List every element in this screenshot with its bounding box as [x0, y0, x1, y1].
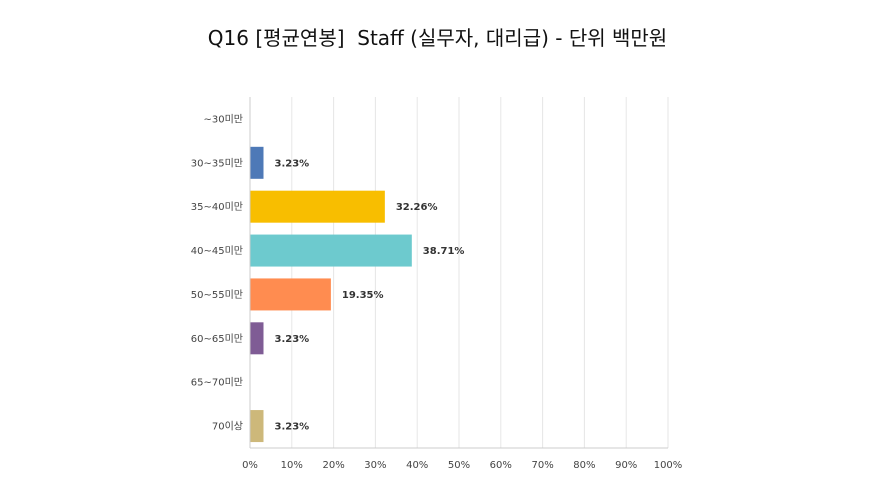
bar-6	[250, 322, 264, 355]
category-label: 50~55미만	[191, 289, 243, 301]
x-tick-label: 30%	[364, 460, 386, 471]
chart-title: Q16 [평균연봉] Staff (실무자, 대리급) - 단위 백만원	[207, 26, 668, 50]
category-label: 60~65미만	[191, 333, 243, 345]
value-label: 32.26%	[396, 202, 438, 213]
bar-4	[250, 234, 412, 267]
bar-8	[250, 410, 264, 443]
bars	[250, 146, 412, 443]
category-label: 70이상	[212, 421, 243, 433]
category-label: 65~70미만	[191, 377, 243, 389]
x-tick-label: 0%	[242, 460, 258, 471]
bar-5	[250, 278, 331, 311]
category-label: ~30미만	[203, 113, 243, 125]
labels: 0% 10% 20% 30% 40% 50% 60% 70% 80% 90% 100% ~30미만 30…	[191, 113, 683, 471]
x-tick-label: 50%	[448, 460, 470, 471]
x-tick-label: 60%	[490, 460, 512, 471]
value-label: 3.23%	[275, 158, 310, 169]
value-label: 3.23%	[275, 334, 310, 345]
axes	[249, 97, 668, 449]
value-label: 3.23%	[275, 422, 310, 433]
category-label: 40~45미만	[191, 245, 243, 257]
bar-2	[250, 146, 264, 179]
category-label: 35~40미만	[191, 201, 243, 213]
bar-3	[250, 190, 385, 223]
x-tick-label: 100%	[654, 460, 683, 471]
x-tick-label: 10%	[281, 460, 303, 471]
x-tick-label: 20%	[322, 460, 344, 471]
category-label: 30~35미만	[191, 157, 243, 169]
value-label: 38.71%	[423, 246, 465, 257]
x-tick-label: 70%	[531, 460, 553, 471]
x-tick-label: 80%	[573, 460, 595, 471]
grid-lines	[291, 97, 669, 448]
x-tick-label: 90%	[615, 460, 637, 471]
value-label: 19.35%	[342, 290, 384, 301]
x-tick-label: 40%	[406, 460, 428, 471]
